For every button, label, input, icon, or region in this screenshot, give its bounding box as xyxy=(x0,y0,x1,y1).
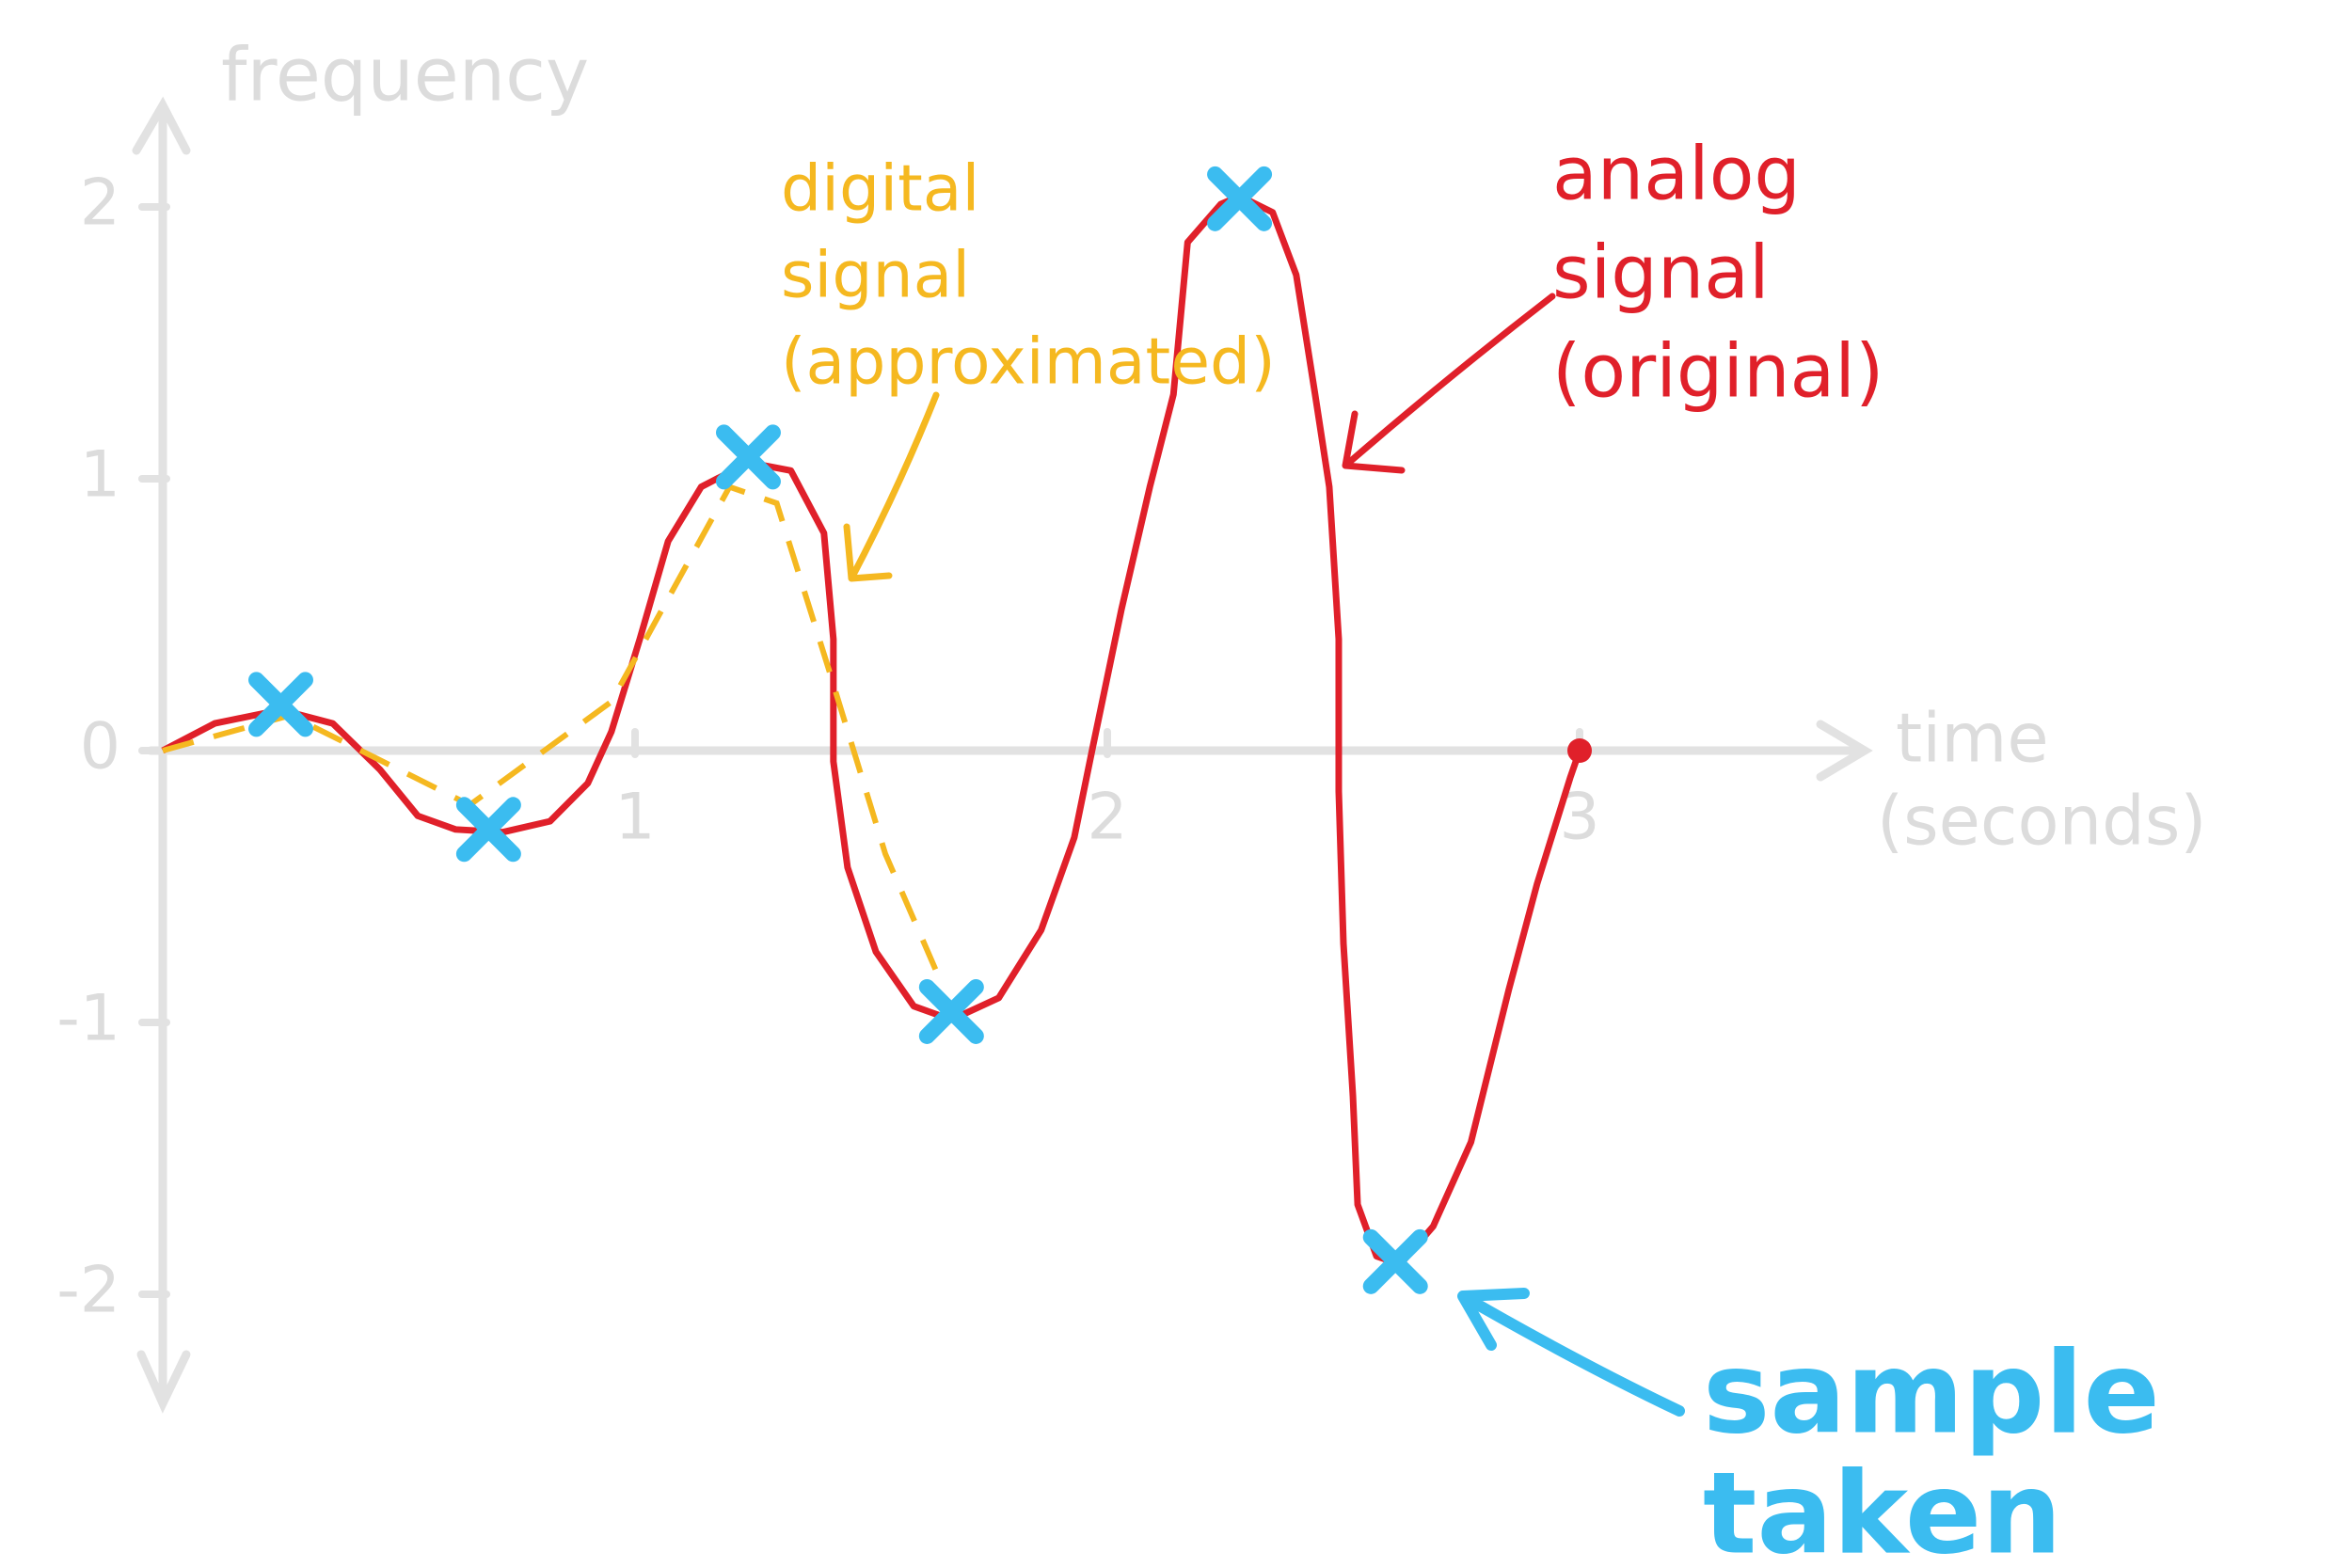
sample-point xyxy=(918,978,984,1044)
y-tick-label: -1 xyxy=(56,982,120,1056)
annotation: signal xyxy=(781,239,970,313)
end-point xyxy=(1567,738,1592,763)
annotation: sample xyxy=(1703,1329,2160,1460)
annotation: taken xyxy=(1703,1449,2062,1568)
annotation: (original) xyxy=(1552,329,1883,414)
sample-point xyxy=(248,672,313,737)
sample-point xyxy=(1362,1228,1428,1294)
annotation: analog xyxy=(1552,132,1801,216)
y-tick-label: 2 xyxy=(80,166,120,241)
y-arrow-up xyxy=(132,96,191,155)
y-tick-label: 1 xyxy=(80,438,120,513)
x-tick-label: 2 xyxy=(1087,781,1127,855)
y-tick-label: -2 xyxy=(56,1254,120,1328)
x-arrow xyxy=(1816,720,1873,782)
x-tick-label: 1 xyxy=(614,781,655,855)
annotation: (approximated) xyxy=(781,325,1276,400)
analog-signal xyxy=(161,192,1583,1268)
sample-point xyxy=(1207,166,1273,231)
y-tick-label: 0 xyxy=(80,710,120,784)
sample-point xyxy=(715,424,781,490)
annotation-arrows xyxy=(843,293,1685,1417)
sample-arrow xyxy=(1457,1288,1685,1417)
digital-arrow xyxy=(843,391,940,582)
x-axis-label: (seconds) xyxy=(1877,782,2206,861)
digital-signal xyxy=(162,483,941,975)
sample-point xyxy=(455,797,521,863)
analog-arrow xyxy=(1342,293,1556,474)
y-axis-label: frequency xyxy=(221,33,589,118)
annotation: signal xyxy=(1552,230,1770,315)
annotation: digital xyxy=(781,152,979,227)
x-axis-label: time xyxy=(1896,699,2049,778)
y-arrow-down xyxy=(136,1350,191,1414)
